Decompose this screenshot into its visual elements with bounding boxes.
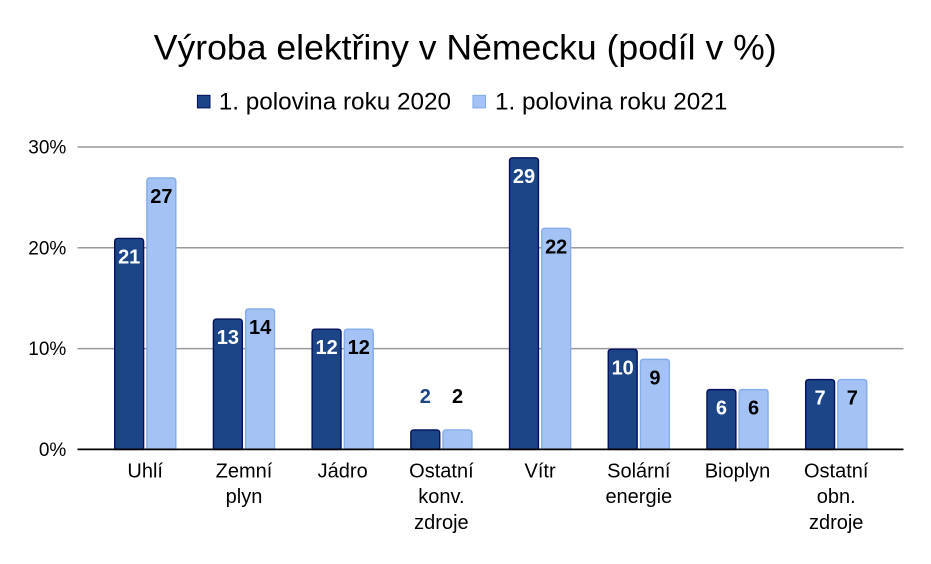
svg-text:Zemní: Zemní: [216, 460, 273, 482]
svg-text:10: 10: [612, 357, 634, 379]
svg-text:1. polovina roku 2021: 1. polovina roku 2021: [495, 88, 727, 115]
svg-text:20%: 20%: [28, 238, 66, 259]
svg-text:Uhlí: Uhlí: [127, 460, 163, 482]
svg-text:6: 6: [716, 398, 727, 420]
svg-text:2: 2: [420, 386, 431, 408]
svg-text:obn.: obn.: [817, 486, 856, 508]
svg-text:22: 22: [545, 236, 567, 258]
svg-text:6: 6: [748, 398, 759, 420]
svg-text:12: 12: [348, 337, 370, 359]
svg-text:Ostatní: Ostatní: [804, 460, 869, 482]
svg-text:zdroje: zdroje: [414, 512, 468, 534]
svg-text:10%: 10%: [28, 339, 66, 360]
svg-text:energie: energie: [605, 486, 672, 508]
svg-text:30%: 30%: [28, 138, 66, 159]
svg-text:zdroje: zdroje: [809, 512, 863, 534]
svg-text:Bioplyn: Bioplyn: [705, 460, 771, 482]
svg-text:29: 29: [513, 166, 535, 188]
svg-text:2: 2: [452, 386, 463, 408]
svg-text:konv.: konv.: [418, 486, 464, 508]
svg-text:Ostatní: Ostatní: [409, 460, 474, 482]
svg-text:1. polovina roku 2020: 1. polovina roku 2020: [219, 88, 451, 115]
svg-text:Jádro: Jádro: [318, 460, 368, 482]
svg-text:Výroba elektřiny v Německu (po: Výroba elektřiny v Německu (podíl v %): [154, 28, 777, 68]
svg-text:12: 12: [315, 337, 337, 359]
svg-text:plyn: plyn: [226, 486, 263, 508]
svg-text:13: 13: [217, 327, 239, 349]
svg-text:9: 9: [649, 368, 660, 390]
svg-text:7: 7: [815, 388, 826, 410]
svg-text:21: 21: [118, 247, 140, 269]
svg-text:Vítr: Vítr: [525, 460, 556, 482]
svg-text:0%: 0%: [39, 440, 67, 461]
svg-text:27: 27: [150, 186, 172, 208]
svg-text:Solární: Solární: [607, 460, 671, 482]
svg-text:7: 7: [847, 388, 858, 410]
svg-text:14: 14: [249, 317, 272, 339]
